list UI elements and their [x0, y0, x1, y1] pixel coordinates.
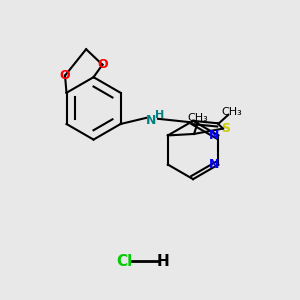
- Text: H: H: [157, 254, 170, 269]
- Text: CH₃: CH₃: [187, 113, 208, 124]
- Text: O: O: [60, 69, 70, 82]
- Text: H: H: [155, 110, 164, 120]
- Text: Cl: Cl: [117, 254, 133, 269]
- Text: N: N: [209, 158, 220, 171]
- Text: CH₃: CH₃: [221, 107, 242, 117]
- Text: N: N: [209, 129, 220, 142]
- Text: S: S: [221, 122, 230, 135]
- Text: O: O: [97, 58, 108, 71]
- Text: N: N: [146, 114, 157, 127]
